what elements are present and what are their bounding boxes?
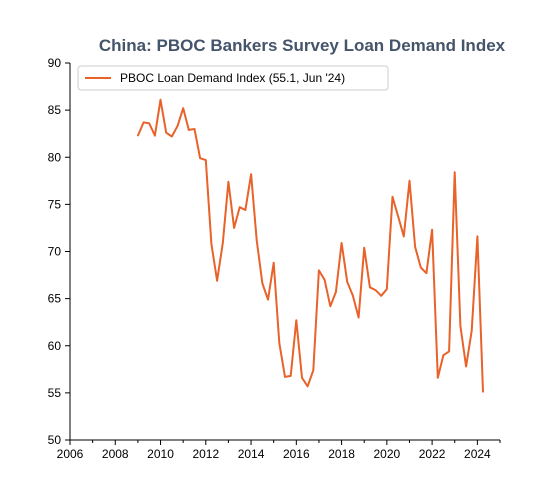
data-point bbox=[176, 125, 179, 127]
data-point bbox=[261, 282, 264, 285]
data-point bbox=[182, 107, 184, 109]
y-tick-label: 75 bbox=[48, 197, 62, 211]
data-point bbox=[222, 242, 224, 244]
data-point bbox=[233, 227, 235, 229]
data-point bbox=[340, 242, 343, 244]
legend: PBOC Loan Demand Index (55.1, Jun '24) bbox=[77, 65, 389, 91]
data-point bbox=[159, 99, 162, 101]
data-point bbox=[148, 122, 150, 125]
data-point bbox=[267, 298, 269, 301]
data-point bbox=[188, 129, 190, 131]
x-tick-label: 2022 bbox=[419, 447, 446, 461]
data-point bbox=[216, 279, 218, 282]
data-point bbox=[142, 121, 145, 124]
data-point bbox=[205, 159, 207, 161]
x-tick-label: 2018 bbox=[328, 447, 355, 461]
data-point bbox=[329, 305, 332, 308]
y-tick-label: 65 bbox=[48, 292, 62, 306]
data-point bbox=[448, 350, 450, 353]
data-point bbox=[250, 173, 252, 175]
x-tick-label: 2014 bbox=[238, 447, 265, 461]
data-point bbox=[289, 375, 292, 377]
data-point bbox=[431, 229, 433, 231]
data-point bbox=[397, 215, 400, 218]
data-point bbox=[154, 134, 156, 137]
data-point bbox=[284, 376, 286, 378]
y-ticks: 50 55 60 65 70 75 80 85 90 bbox=[48, 56, 70, 447]
data-point bbox=[414, 246, 416, 248]
data-point bbox=[323, 279, 326, 281]
data-point bbox=[425, 272, 428, 275]
x-tick-label: 2006 bbox=[57, 447, 84, 461]
data-point bbox=[386, 288, 388, 291]
x-tick-label: 2020 bbox=[373, 447, 400, 461]
data-point bbox=[171, 135, 173, 138]
data-point bbox=[465, 365, 467, 368]
data-point bbox=[137, 134, 139, 137]
data-point bbox=[346, 280, 349, 283]
y-tick-label: 55 bbox=[48, 386, 62, 400]
data-point bbox=[408, 180, 411, 182]
data-point bbox=[306, 385, 309, 388]
data-point bbox=[238, 206, 241, 208]
data-point bbox=[470, 329, 473, 332]
x-tick-label: 2016 bbox=[283, 447, 310, 461]
y-tick-label: 70 bbox=[48, 245, 62, 259]
legend-box bbox=[77, 65, 389, 91]
data-point bbox=[420, 266, 422, 269]
data-point bbox=[312, 369, 315, 372]
data-point bbox=[442, 354, 445, 357]
y-tick-label: 90 bbox=[48, 56, 62, 70]
data-point bbox=[272, 262, 275, 264]
y-tick-label: 80 bbox=[48, 150, 62, 164]
data-point bbox=[369, 286, 371, 289]
series-points bbox=[137, 99, 484, 393]
data-point bbox=[255, 239, 258, 241]
data-point bbox=[278, 342, 281, 344]
data-point bbox=[301, 377, 303, 379]
x-tick-label: 2024 bbox=[464, 447, 491, 461]
data-point bbox=[295, 319, 298, 322]
data-point bbox=[244, 209, 247, 211]
data-point bbox=[403, 235, 405, 238]
y-tick-label: 85 bbox=[48, 103, 62, 117]
y-tick-label: 60 bbox=[48, 339, 62, 353]
data-point bbox=[453, 171, 456, 174]
y-tick-label: 50 bbox=[48, 433, 62, 447]
data-point bbox=[210, 243, 213, 245]
data-point bbox=[227, 181, 230, 183]
data-point bbox=[437, 377, 439, 379]
data-point bbox=[352, 295, 354, 297]
x-tick-label: 2012 bbox=[192, 447, 219, 461]
chart-title: China: PBOC Bankers Survey Loan Demand I… bbox=[99, 36, 506, 55]
data-point bbox=[482, 391, 484, 393]
series-line bbox=[136, 98, 484, 392]
data-point bbox=[193, 128, 196, 130]
data-point bbox=[380, 295, 383, 297]
x-axis: 2006 2008 2010 2012 2014 2016 2018 2020 2022 2024 bbox=[57, 439, 501, 461]
x-ticks: 2006 2008 2010 2012 2014 2016 2018 2020 2022 2024 bbox=[57, 440, 501, 461]
x-tick-label: 2010 bbox=[147, 447, 174, 461]
data-point bbox=[459, 325, 462, 327]
data-point bbox=[318, 269, 320, 272]
y-axis: 50 55 60 65 70 75 80 85 90 bbox=[48, 56, 71, 447]
data-point bbox=[391, 196, 394, 198]
legend-label: PBOC Loan Demand Index (55.1, Jun '24) bbox=[120, 71, 345, 85]
data-point bbox=[165, 131, 167, 134]
data-point bbox=[357, 316, 360, 319]
data-point bbox=[335, 291, 337, 293]
data-point bbox=[199, 157, 201, 159]
data-point bbox=[476, 235, 479, 238]
data-point bbox=[363, 246, 366, 249]
data-point bbox=[374, 289, 377, 291]
x-tick-label: 2008 bbox=[102, 447, 129, 461]
